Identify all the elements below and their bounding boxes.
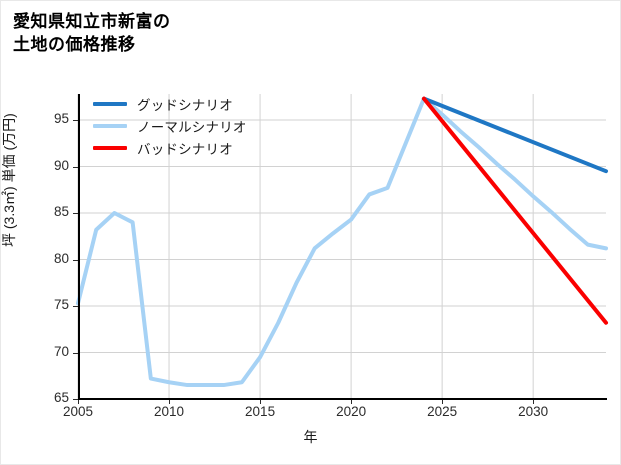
x-tick-mark — [351, 400, 353, 404]
x-axis-line — [78, 398, 607, 400]
x-tick-mark — [533, 400, 535, 404]
y-tick-mark — [73, 166, 78, 168]
y-tick-mark — [73, 399, 78, 400]
chart-legend: グッドシナリオ ノーマルシナリオ バッドシナリオ — [89, 91, 251, 161]
y-tick-label: 75 — [53, 297, 69, 312]
legend-color-swatch — [93, 102, 127, 106]
x-tick-label: 2025 — [427, 404, 458, 419]
y-tick-mark — [73, 352, 78, 354]
x-tick-label: 2020 — [336, 404, 367, 419]
series-line — [421, 96, 608, 325]
legend-item[interactable]: ノーマルシナリオ — [93, 115, 247, 137]
x-tick-mark — [169, 400, 171, 404]
series-line — [76, 96, 608, 388]
y-tick-mark — [73, 259, 78, 261]
x-tick-label: 2030 — [518, 404, 549, 419]
legend-label: グッドシナリオ — [137, 98, 233, 113]
chart-title: 愛知県知立市新富の 土地の価格推移 — [13, 12, 171, 54]
plot-background — [78, 94, 606, 399]
y-tick-label: 70 — [53, 343, 69, 359]
legend-label: バッドシナリオ — [137, 142, 233, 157]
y-tick-label: 95 — [53, 111, 69, 127]
x-tick-label: 2010 — [154, 404, 185, 419]
y-tick-mark — [73, 213, 78, 215]
data-series-layer — [76, 96, 608, 388]
legend-label: ノーマルシナリオ — [137, 120, 247, 135]
legend-color-swatch — [93, 146, 127, 150]
y-tick-label: 80 — [53, 250, 69, 266]
series-line — [421, 96, 608, 174]
x-axis-title: 年 — [303, 429, 318, 445]
y-axis-line — [78, 94, 80, 399]
y-tick-label: 65 — [53, 390, 69, 405]
y-tick-mark — [73, 120, 78, 122]
x-tick-label: 2015 — [245, 404, 276, 419]
x-tick-mark — [442, 400, 444, 404]
y-tick-label: 85 — [53, 204, 69, 220]
x-tick-mark — [260, 400, 262, 404]
legend-item[interactable]: バッドシナリオ — [93, 137, 247, 159]
plot-area — [76, 94, 608, 400]
y-tick-label: 90 — [53, 157, 69, 173]
legend-item[interactable]: グッドシナリオ — [93, 93, 247, 115]
y-tick-mark — [73, 306, 78, 307]
x-tick-mark — [78, 400, 79, 404]
x-tick-label: 2005 — [62, 404, 94, 419]
legend-color-swatch — [93, 124, 127, 128]
y-axis-title: 坪 (3.3㎡) 単価 (万円) — [1, 113, 17, 247]
